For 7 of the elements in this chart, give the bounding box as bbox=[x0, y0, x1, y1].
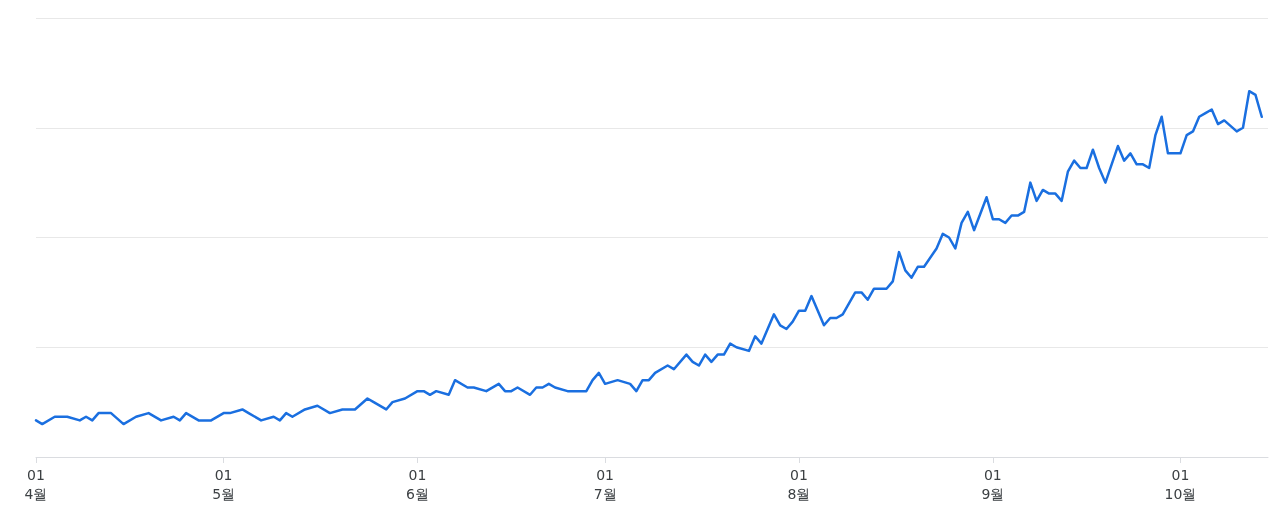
x-tick-label: 01 8월 bbox=[787, 466, 811, 502]
x-tick-label: 01 4월 bbox=[24, 466, 48, 502]
x-tick-label: 01 5월 bbox=[212, 466, 236, 502]
x-tick-label: 01 7월 bbox=[593, 466, 617, 502]
x-tick-label: 01 9월 bbox=[981, 466, 1005, 502]
x-tick-label: 01 10월 bbox=[1164, 466, 1197, 502]
x-tick-label: 01 6월 bbox=[406, 466, 429, 502]
